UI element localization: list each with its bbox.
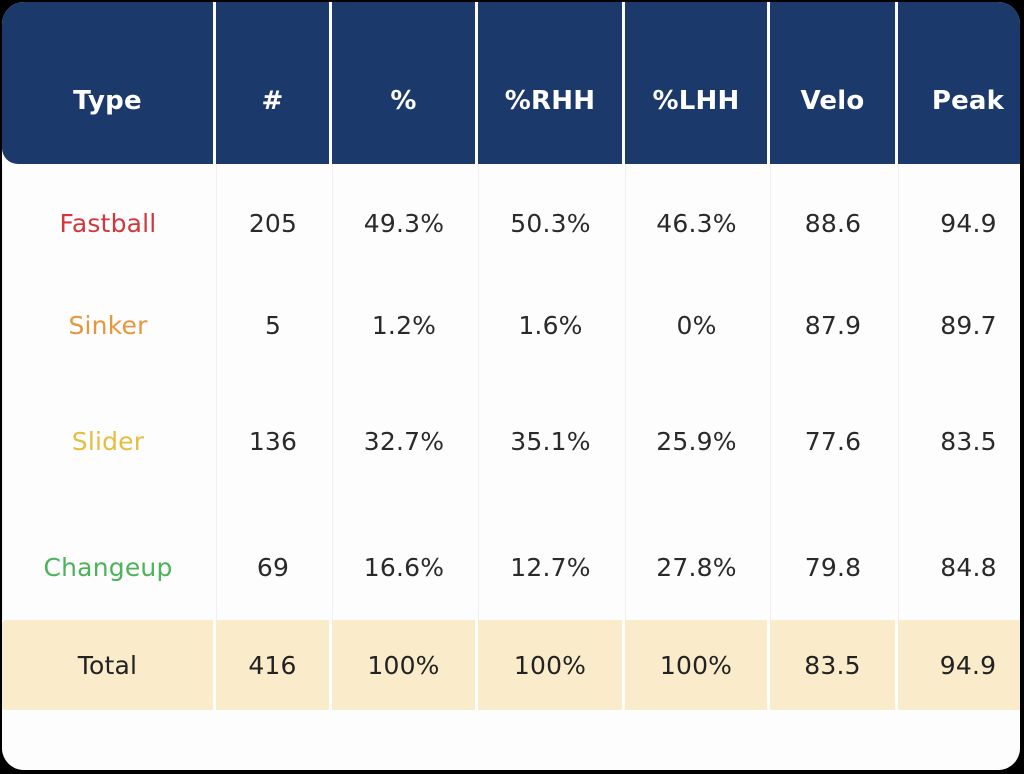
total-percent-rhh: 100% bbox=[478, 620, 622, 710]
cell-velo: 79.8 bbox=[770, 514, 895, 620]
total-peak: 94.9 bbox=[898, 620, 1020, 710]
cell-percent-rhh: 50.3% bbox=[478, 164, 622, 282]
cell-count: 5 bbox=[216, 282, 329, 368]
total-velo: 83.5 bbox=[770, 620, 895, 710]
cell-count: 136 bbox=[216, 368, 329, 514]
cell-percent: 32.7% bbox=[332, 368, 475, 514]
cell-percent-rhh: 12.7% bbox=[478, 514, 622, 620]
card-footer-space bbox=[2, 734, 1020, 770]
header-peak: Peak bbox=[898, 2, 1020, 164]
cell-peak: 89.7 bbox=[898, 282, 1020, 368]
total-percent-lhh: 100% bbox=[625, 620, 767, 710]
total-count: 416 bbox=[216, 620, 329, 710]
header-percent: % bbox=[332, 2, 475, 164]
cell-peak: 83.5 bbox=[898, 368, 1020, 514]
cell-count: 205 bbox=[216, 164, 329, 282]
cell-percent-lhh: 27.8% bbox=[625, 514, 767, 620]
total-label: Total bbox=[2, 620, 213, 710]
cell-percent: 49.3% bbox=[332, 164, 475, 282]
cell-percent-lhh: 46.3% bbox=[625, 164, 767, 282]
pitch-type-fastball: Fastball bbox=[2, 164, 213, 282]
cell-velo: 77.6 bbox=[770, 368, 895, 514]
cell-peak: 84.8 bbox=[898, 514, 1020, 620]
cell-percent-rhh: 1.6% bbox=[478, 282, 622, 368]
header-type: Type bbox=[2, 2, 213, 164]
cell-peak: 94.9 bbox=[898, 164, 1020, 282]
header-percent-lhh: %LHH bbox=[625, 2, 767, 164]
cell-percent-lhh: 0% bbox=[625, 282, 767, 368]
header-count: # bbox=[216, 2, 329, 164]
cell-percent-lhh: 25.9% bbox=[625, 368, 767, 514]
pitch-mix-table: Type # % %RHH %LHH Velo Peak Fastball 20… bbox=[2, 2, 1020, 734]
cell-percent-rhh: 35.1% bbox=[478, 368, 622, 514]
header-velo: Velo bbox=[770, 2, 895, 164]
cell-percent: 1.2% bbox=[332, 282, 475, 368]
cell-velo: 88.6 bbox=[770, 164, 895, 282]
pitch-type-slider: Slider bbox=[2, 368, 213, 514]
cell-velo: 87.9 bbox=[770, 282, 895, 368]
pitch-type-changeup: Changeup bbox=[2, 514, 213, 620]
total-percent: 100% bbox=[332, 620, 475, 710]
cell-count: 69 bbox=[216, 514, 329, 620]
pitch-type-sinker: Sinker bbox=[2, 282, 213, 368]
cell-percent: 16.6% bbox=[332, 514, 475, 620]
header-percent-rhh: %RHH bbox=[478, 2, 622, 164]
